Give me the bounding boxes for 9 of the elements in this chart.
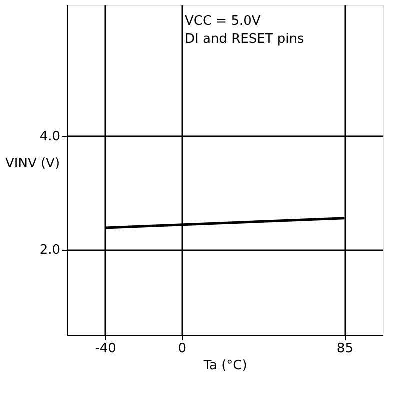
x-axis-title: Ta (°C)	[202, 358, 248, 374]
x-tick-label: 85	[336, 342, 354, 356]
x-tick-label: 0	[178, 342, 187, 356]
y-tick-label: 4.0	[40, 129, 60, 144]
y-tick-label: 2.0	[40, 243, 60, 258]
annotation: DI and RESET pins	[185, 32, 304, 47]
annotation: VCC = 5.0V	[185, 14, 261, 29]
y-axis-title: VINV (V)	[6, 156, 60, 172]
x-tick-label: -40	[95, 342, 116, 356]
